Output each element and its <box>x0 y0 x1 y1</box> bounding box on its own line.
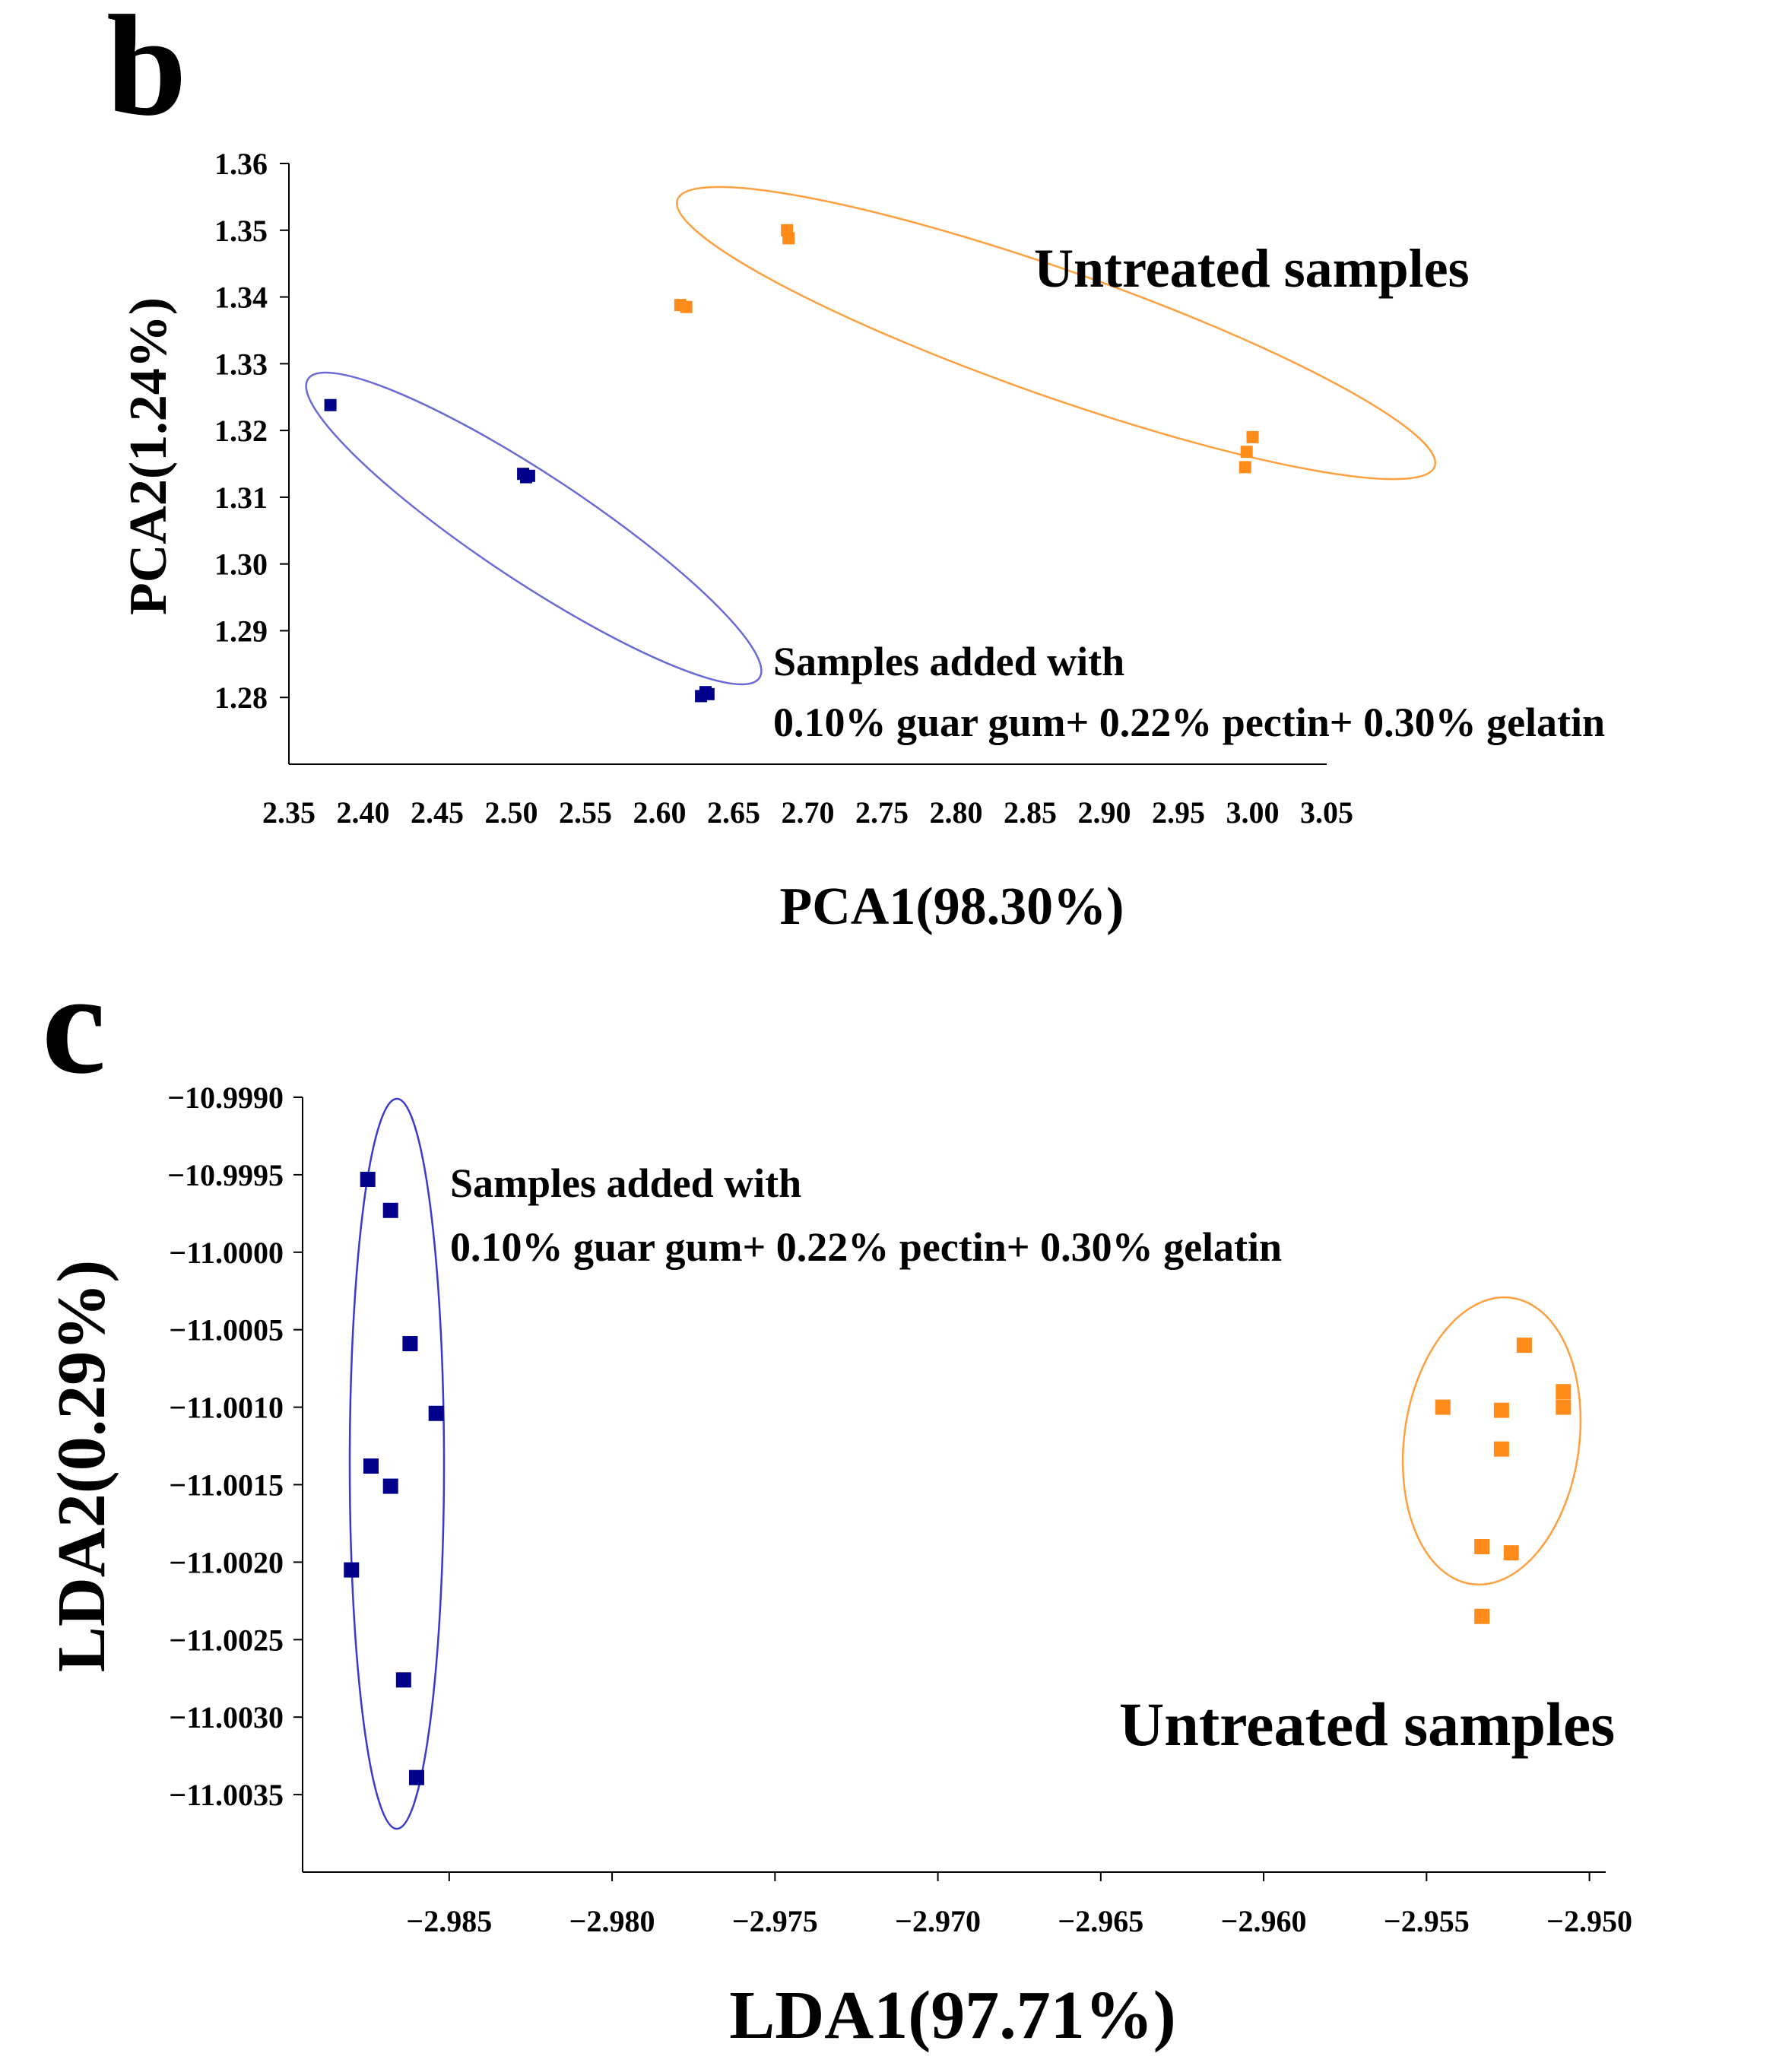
panel-c-point-treated <box>402 1336 418 1352</box>
panel-b-point-untreated <box>1240 446 1253 459</box>
panel-b-y-tick-label: 1.30 <box>214 547 268 582</box>
panel-b-y-tick-label: 1.34 <box>214 281 268 315</box>
panel-c-point-treated <box>360 1172 376 1188</box>
panel-c-point-treated <box>428 1405 444 1421</box>
panel-c-x-tick-label: −2.965 <box>1058 1904 1143 1938</box>
panel-b-y-tick-label: 1.36 <box>214 147 268 181</box>
panel-c-point-untreated <box>1435 1399 1451 1415</box>
panel-b-point-untreated <box>782 232 795 245</box>
panel-b-y-tick-label: 1.35 <box>214 214 268 248</box>
panel-c: c −2.985 −2.980 −2.975 −2.970 −2.965 −2.960 −2… <box>42 944 1632 2053</box>
panel-c-x-tick-label: −2.960 <box>1221 1904 1307 1938</box>
panel-b-point-treated <box>324 398 337 411</box>
panel-c-x-tick-label: −2.970 <box>895 1904 981 1938</box>
panel-b-y-tick-label: 1.29 <box>214 614 268 648</box>
panel-c-y-tick-label: −10.9995 <box>167 1158 284 1192</box>
panel-c-x-tick-label: −2.955 <box>1384 1904 1470 1938</box>
panel-b-x-tick-label: 2.60 <box>633 795 687 830</box>
panel-c-untreated-ellipse <box>1401 1296 1582 1586</box>
panel-c-point-treated <box>363 1458 379 1474</box>
panel-c-point-treated <box>395 1672 411 1688</box>
panel-c-x-tick-label: −2.950 <box>1546 1904 1632 1938</box>
panel-c-x-tick-label: −2.975 <box>732 1904 818 1938</box>
panel-b-x-tick-label: 2.95 <box>1152 795 1205 830</box>
panel-b-x-tick-label: 2.90 <box>1078 795 1131 830</box>
panel-b-x-tick-label: 2.70 <box>782 795 835 830</box>
panel-c-y-tick-label: −11.0030 <box>169 1700 284 1734</box>
panel-c-point-untreated <box>1556 1384 1572 1400</box>
panel-c-y-tick-label: −11.0025 <box>169 1623 284 1657</box>
panel-b-y-tick-label: 1.28 <box>214 681 268 715</box>
panel-b-x-tick-label: 2.50 <box>485 795 538 830</box>
panel-c-y-axis-title: LDA2(0.29%) <box>44 1260 119 1672</box>
panel-b-point-untreated <box>1239 461 1251 474</box>
panel-b: b 2.35 2.40 2.45 2.50 2.55 2.60 2.65 2.70 2.75 2.… <box>106 0 1605 936</box>
panel-c-point-treated <box>382 1202 398 1218</box>
panel-c-x-tick-label: −2.985 <box>406 1904 492 1938</box>
panel-b-y-tick-label: 1.31 <box>214 481 268 515</box>
panel-c-y-tick-label: −11.0015 <box>169 1468 284 1503</box>
panel-c-y-tick-label: −11.0035 <box>169 1778 284 1812</box>
panel-c-point-untreated <box>1474 1608 1490 1624</box>
panel-b-x-axis-title: PCA1(98.30%) <box>780 877 1124 936</box>
panel-c-x-tick-label: −2.980 <box>569 1904 655 1938</box>
panel-b-label: b <box>106 0 187 146</box>
panel-c-point-untreated <box>1503 1545 1519 1561</box>
panel-b-treated-ellipse <box>305 371 763 686</box>
panel-b-untreated-label: Untreated samples <box>1034 238 1470 299</box>
panel-b-point-untreated <box>1246 430 1259 443</box>
panel-b-x-tick-label: 2.65 <box>707 795 760 830</box>
panel-c-point-untreated <box>1556 1399 1572 1415</box>
panel-b-point-treated <box>702 687 715 700</box>
panel-b-x-tick-label: 2.85 <box>1004 795 1057 830</box>
panel-b-point-treated <box>520 471 532 484</box>
panel-c-point-untreated <box>1493 1441 1509 1457</box>
panel-c-y-tick-label: −11.0000 <box>169 1236 284 1270</box>
panel-c-y-tick-label: −11.0005 <box>169 1313 284 1347</box>
panel-c-point-untreated <box>1474 1539 1490 1555</box>
panel-b-x-tick-label: 2.35 <box>262 795 316 830</box>
panel-b-x-tick-label: 2.45 <box>411 795 464 830</box>
panel-b-x-tick-label: 3.05 <box>1300 795 1353 830</box>
panel-b-y-axis-title: PCA2(1.24%) <box>119 297 178 615</box>
panel-c-point-treated <box>344 1562 360 1578</box>
panel-c-y-tick-label: −10.9990 <box>167 1081 284 1115</box>
panel-c-point-untreated <box>1516 1338 1532 1354</box>
panel-c-y-tick-label: −11.0010 <box>169 1391 284 1425</box>
panel-c-treated-label-line2: 0.10% guar gum+ 0.22% pectin+ 0.30% gela… <box>450 1224 1282 1270</box>
panel-b-untreated-ellipse <box>675 186 1437 481</box>
panel-b-x-tick-label: 2.75 <box>855 795 909 830</box>
panel-b-point-untreated <box>680 300 693 313</box>
panel-b-treated-label-line2: 0.10% guar gum+ 0.22% pectin+ 0.30% gela… <box>773 700 1605 745</box>
panel-c-point-untreated <box>1493 1402 1509 1418</box>
panel-c-label: c <box>42 944 106 1104</box>
panel-b-x-tick-label: 2.80 <box>930 795 983 830</box>
panel-c-treated-label-line1: Samples added with <box>450 1160 801 1206</box>
panel-b-treated-label-line1: Samples added with <box>773 639 1124 684</box>
panel-b-x-tick-label: 3.00 <box>1226 795 1280 830</box>
panel-b-x-tick-label: 2.40 <box>337 795 390 830</box>
panel-c-untreated-label: Untreated samples <box>1119 1690 1615 1759</box>
panel-b-y-tick-label: 1.33 <box>214 347 268 381</box>
panel-c-treated-ellipse <box>348 1097 446 1830</box>
panel-b-y-tick-label: 1.32 <box>214 414 268 448</box>
panel-c-y-tick-label: −11.0020 <box>169 1545 284 1579</box>
panel-b-x-tick-label: 2.55 <box>559 795 612 830</box>
panel-c-point-treated <box>382 1478 398 1494</box>
panel-c-x-axis-title: LDA1(97.71%) <box>729 1978 1175 2053</box>
panel-c-point-treated <box>408 1769 424 1785</box>
